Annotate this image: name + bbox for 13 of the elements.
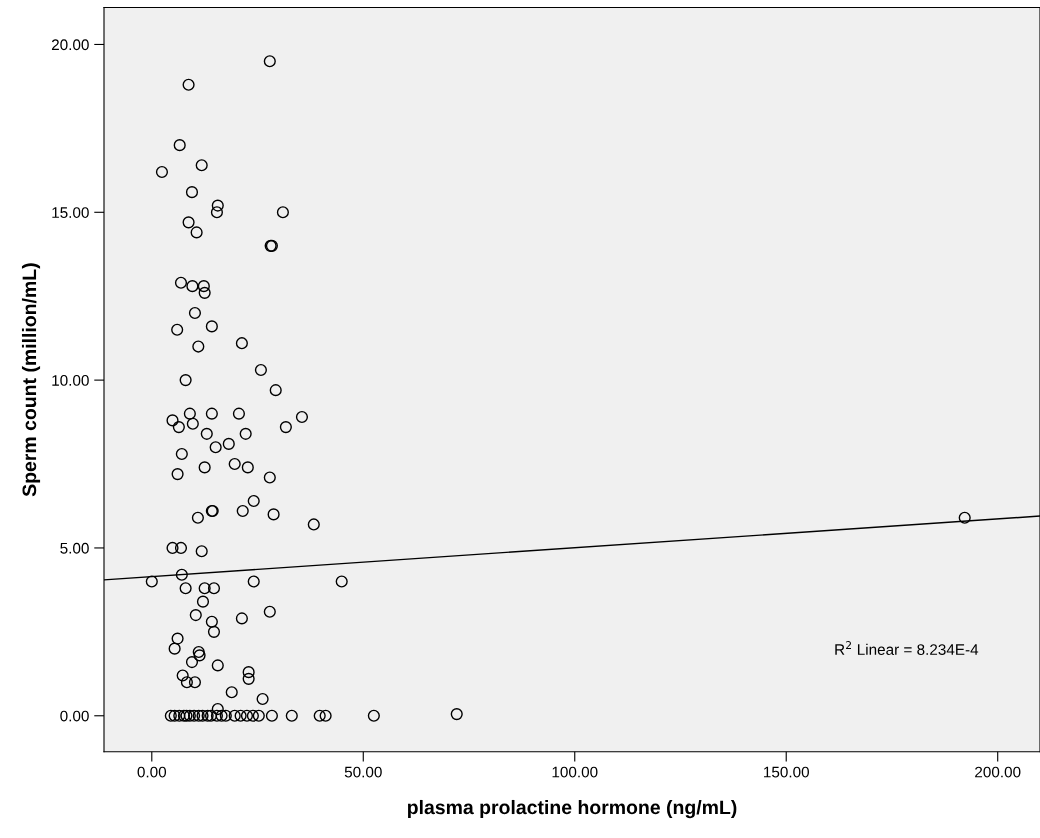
x-tick-label: 0.00 xyxy=(137,766,167,778)
y-tick-label: 20.00 xyxy=(51,39,89,51)
x-tick-label: 100.00 xyxy=(552,766,598,778)
x-axis-title: plasma prolactine hormone (ng/mL) xyxy=(408,799,737,819)
y-tick-label: 15.00 xyxy=(52,207,89,218)
y-tick-label: 5.00 xyxy=(60,542,89,554)
x-tick-label: 50.00 xyxy=(344,766,382,778)
y-tick-label: 0.00 xyxy=(60,710,89,722)
annotation: R$^{2}$ Linear = 8.234E-4 xyxy=(835,641,979,655)
x-tick-label: 200.00 xyxy=(975,766,1021,778)
y-tick-label: 10.00 xyxy=(52,374,89,386)
y-axis-title: Sperm count (million/mL) xyxy=(21,263,41,497)
x-tick-label: 150.00 xyxy=(764,766,809,778)
